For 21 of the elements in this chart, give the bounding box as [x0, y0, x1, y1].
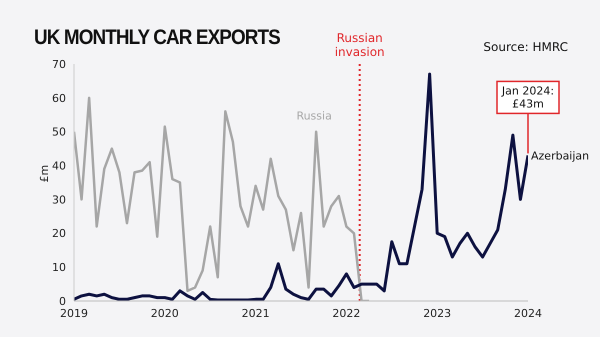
x-tick-label: 2024 — [514, 306, 542, 320]
source-note: Source: HMRC — [483, 40, 568, 54]
ref-line-label: Russian invasion — [334, 31, 385, 59]
y-tick-label: 30 — [52, 193, 66, 206]
series-label: Russia — [296, 110, 332, 123]
y-tick-label: 60 — [52, 92, 66, 105]
chart-title: UK MONTHLY CAR EXPORTS — [34, 26, 280, 50]
x-tick-label: 2019 — [60, 306, 88, 320]
x-tick-label: 2022 — [332, 306, 360, 320]
x-tick-label: 2021 — [242, 306, 270, 320]
y-tick-label: 0 — [59, 294, 66, 308]
y-tick-label: 10 — [52, 261, 66, 274]
x-tick-label: 2020 — [150, 306, 179, 320]
annotation: Jan 2024: £43m — [500, 84, 554, 110]
y-tick-label: 50 — [52, 126, 66, 139]
x-tick-label: 2023 — [423, 306, 452, 320]
y-tick-label: 40 — [52, 159, 66, 172]
series-label: Azerbaijan — [531, 149, 590, 162]
y-tick-label: 20 — [52, 227, 66, 240]
y-tick-label: 70 — [52, 58, 66, 71]
y-axis-title: £m — [38, 164, 51, 182]
